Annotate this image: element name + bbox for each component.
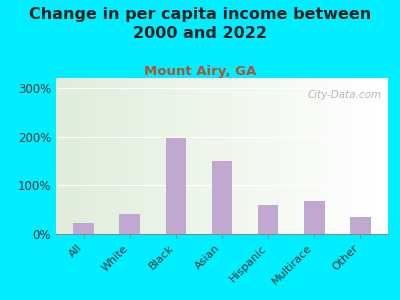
Bar: [350, 217, 371, 234]
Bar: [212, 161, 232, 234]
Text: Change in per capita income between
2000 and 2022: Change in per capita income between 2000…: [29, 8, 371, 41]
Text: City-Data.com: City-Data.com: [307, 91, 381, 100]
Bar: [258, 205, 278, 234]
Bar: [166, 138, 186, 234]
Text: Mount Airy, GA: Mount Airy, GA: [144, 64, 256, 77]
Bar: [304, 201, 324, 234]
Bar: [120, 214, 140, 234]
Bar: [73, 223, 94, 234]
